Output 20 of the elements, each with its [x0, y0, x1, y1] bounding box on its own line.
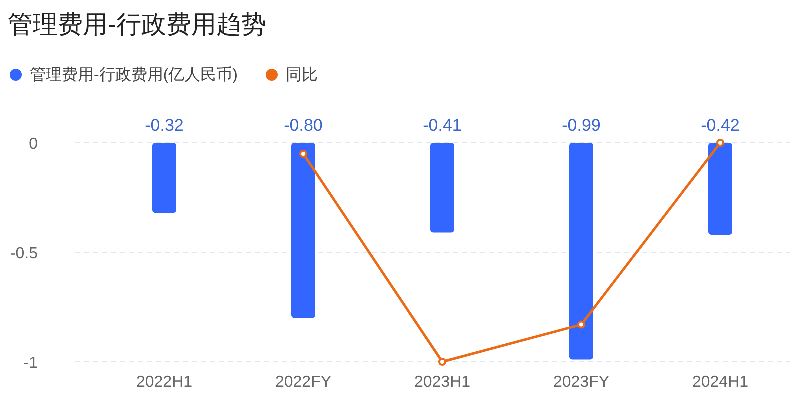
y-tick-label: 0 — [29, 136, 38, 153]
x-tick-label: 2023FY — [553, 374, 610, 391]
data-label: -0.41 — [423, 116, 462, 135]
data-label: -0.99 — [562, 116, 601, 135]
x-tick-label: 2023H1 — [414, 374, 471, 391]
point — [300, 150, 308, 158]
point — [578, 320, 586, 329]
legend-label: 管理费用-行政费用(亿人民币) — [30, 66, 238, 84]
chart-title: 管理费用-行政费用趋势 — [8, 11, 266, 39]
data-label: -0.42 — [701, 116, 740, 135]
x-tick-label: 2022FY — [275, 374, 332, 391]
point — [438, 358, 446, 366]
legend-label: 同比 — [286, 66, 318, 84]
x-tick-label: 2022H1 — [136, 374, 193, 391]
data-label: -0.32 — [145, 116, 184, 135]
x-tick-label: 2024H1 — [692, 374, 749, 391]
point — [716, 139, 724, 147]
y-tick-label: -0.5 — [10, 246, 38, 262]
data-label: -0.80 — [284, 116, 323, 135]
y-tick-label: -1 — [24, 355, 38, 372]
